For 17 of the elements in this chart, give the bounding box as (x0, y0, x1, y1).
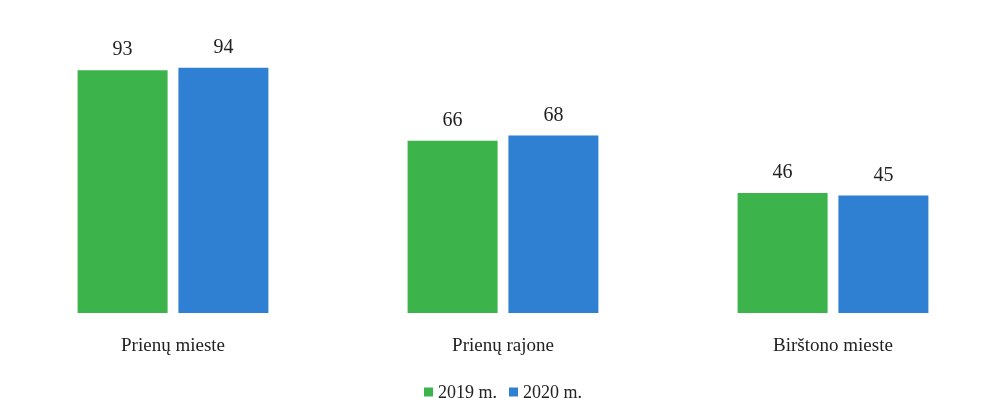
x-tick-label: Birštono mieste (773, 334, 893, 355)
data-label: 68 (543, 102, 564, 125)
bar (77, 70, 168, 313)
data-label: 45 (873, 162, 894, 185)
bar (508, 135, 599, 313)
legend-label: 2019 m. (438, 382, 498, 402)
data-label: 94 (213, 34, 234, 57)
bar (178, 67, 269, 313)
x-tick-label: Prienų rajone (452, 334, 554, 355)
data-label: 93 (112, 37, 133, 60)
bar (838, 195, 929, 313)
data-label: 66 (442, 107, 463, 130)
bar (407, 140, 498, 313)
legend-label: 2020 m. (523, 382, 583, 402)
data-label: 46 (772, 159, 793, 182)
bar (737, 192, 828, 313)
x-tick-label: Prienų mieste (121, 334, 225, 355)
